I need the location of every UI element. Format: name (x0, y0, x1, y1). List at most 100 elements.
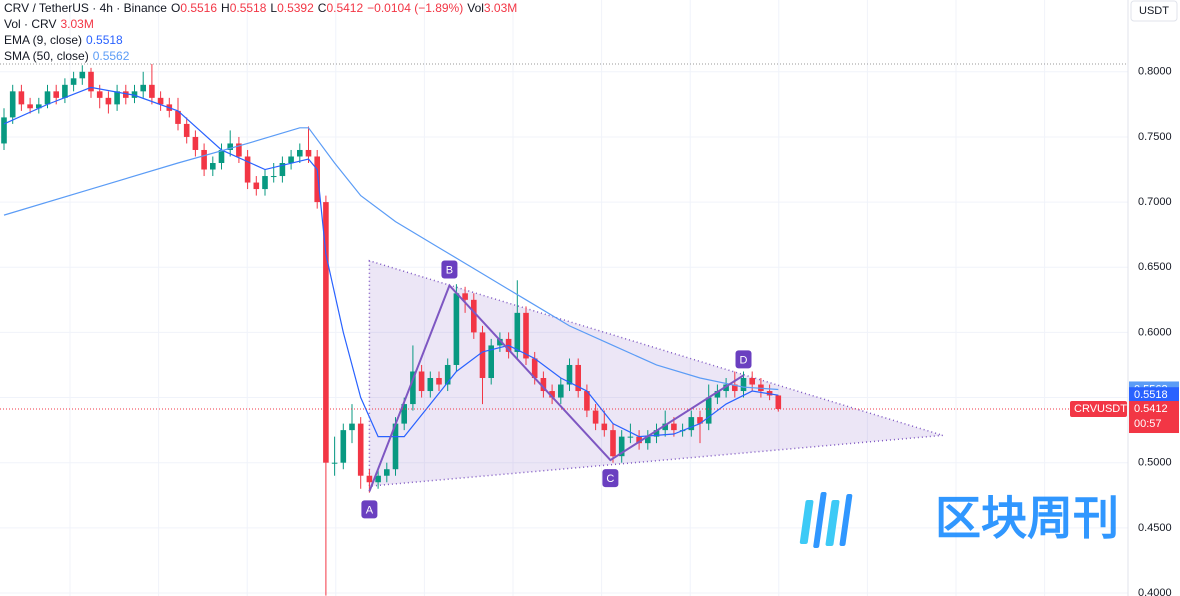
candle-body (418, 371, 425, 392)
candle-body (636, 436, 642, 444)
sma-row: SMA (50, close) 0.5562 (4, 48, 517, 64)
y-tick-label: 0.7500 (1138, 131, 1172, 143)
candle-body (288, 156, 294, 164)
candle-body (453, 293, 460, 365)
pattern-label-box (441, 260, 458, 279)
candle-body (236, 143, 242, 157)
candle-body (149, 84, 155, 98)
candle-body (584, 391, 590, 411)
candle-body (479, 332, 486, 379)
ticker-tag-label: CRVUSDT (1074, 403, 1127, 415)
candle-body (662, 423, 668, 431)
pattern-label-box (361, 500, 378, 519)
vol-row: Vol · CRV 3.03M (4, 16, 517, 32)
candle-body (592, 410, 599, 424)
candle-body (218, 149, 225, 164)
sma-name: SMA (50, close) (4, 49, 89, 63)
high-value: 0.5518 (229, 1, 267, 15)
vol-title: Vol · CRV (4, 17, 57, 31)
currency-box (1130, 0, 1178, 22)
candle-body (558, 384, 564, 398)
ohlc-label: O (170, 1, 181, 15)
price-tag (1129, 401, 1179, 434)
close-value: 0.5412 (326, 1, 364, 15)
pattern-label: A (366, 504, 374, 516)
candle-body (340, 430, 347, 463)
candle-body (723, 384, 729, 392)
watermark: 区块周刊 (799, 492, 1119, 548)
candle-body (462, 293, 468, 300)
y-tick-label: 0.5000 (1138, 457, 1172, 469)
indicator-tag-label: 0.5518 (1134, 389, 1168, 401)
candle-body (105, 97, 112, 105)
candle-body (279, 163, 286, 177)
candle-body (366, 475, 373, 483)
candle-body (183, 123, 190, 137)
candle-body (88, 71, 94, 92)
candle-body (775, 395, 782, 410)
candle-body (192, 136, 199, 150)
candle-body (688, 417, 695, 431)
candle-body (627, 436, 634, 438)
sma-value: 0.5562 (92, 49, 130, 63)
candle-body (27, 104, 33, 109)
candle-body (79, 71, 86, 79)
pattern-label-box (602, 469, 619, 488)
indicator-line (3, 86, 779, 438)
candle-body (297, 149, 303, 157)
candle-body (140, 84, 146, 92)
currency: USDT (1139, 5, 1169, 17)
candle-body (610, 430, 616, 457)
candle-body (18, 91, 25, 105)
indicator-tag (1129, 387, 1179, 404)
ticker-tag (1070, 401, 1127, 418)
candle-body (705, 397, 712, 424)
candle-body (244, 156, 251, 183)
candle-body (114, 91, 120, 105)
y-tick-label: 0.4500 (1138, 522, 1172, 534)
candle-body (732, 384, 738, 392)
candle-body (566, 364, 573, 385)
candle-body (410, 371, 416, 405)
candle-body (714, 391, 721, 398)
y-tick-label: 0.4000 (1138, 587, 1172, 596)
candle-body (523, 312, 529, 359)
pattern-label: C (606, 473, 614, 485)
y-tick-label: 0.6500 (1138, 261, 1172, 273)
candle-body (618, 436, 625, 457)
candle-body (645, 436, 651, 444)
vol-value: 3.03M (483, 1, 518, 15)
y-tick-label: 0.7000 (1138, 196, 1172, 208)
candle-body (436, 378, 442, 385)
candle-body (540, 378, 547, 392)
candle-body (531, 358, 538, 379)
candle-body (444, 364, 451, 385)
y-tick-label: 0.6000 (1138, 326, 1172, 338)
candle-body (575, 364, 581, 392)
watermark-text: 区块周刊 (935, 492, 1119, 544)
triangle-pattern (368, 259, 943, 487)
candle-body (331, 462, 338, 464)
ema-row: EMA (9, close) 0.5518 (4, 32, 517, 48)
candle-body (749, 378, 755, 385)
open-value: 0.5516 (180, 1, 218, 15)
price-tag-label: 0.5412 (1134, 403, 1168, 415)
candle-body (201, 149, 207, 170)
candle-body (210, 163, 216, 170)
ohlc-label: C (317, 1, 327, 15)
ohlc-label: H (221, 1, 230, 15)
candle-body (384, 469, 390, 476)
pattern-label: B (446, 264, 453, 276)
candle-body (514, 312, 521, 352)
logo-bar (825, 500, 840, 546)
candle-body (653, 430, 660, 437)
candle-body (392, 423, 399, 470)
candle-body (270, 176, 277, 178)
candle-body (157, 97, 164, 105)
candle-body (375, 475, 381, 483)
candle-body (671, 423, 677, 431)
candle-body (62, 84, 68, 98)
